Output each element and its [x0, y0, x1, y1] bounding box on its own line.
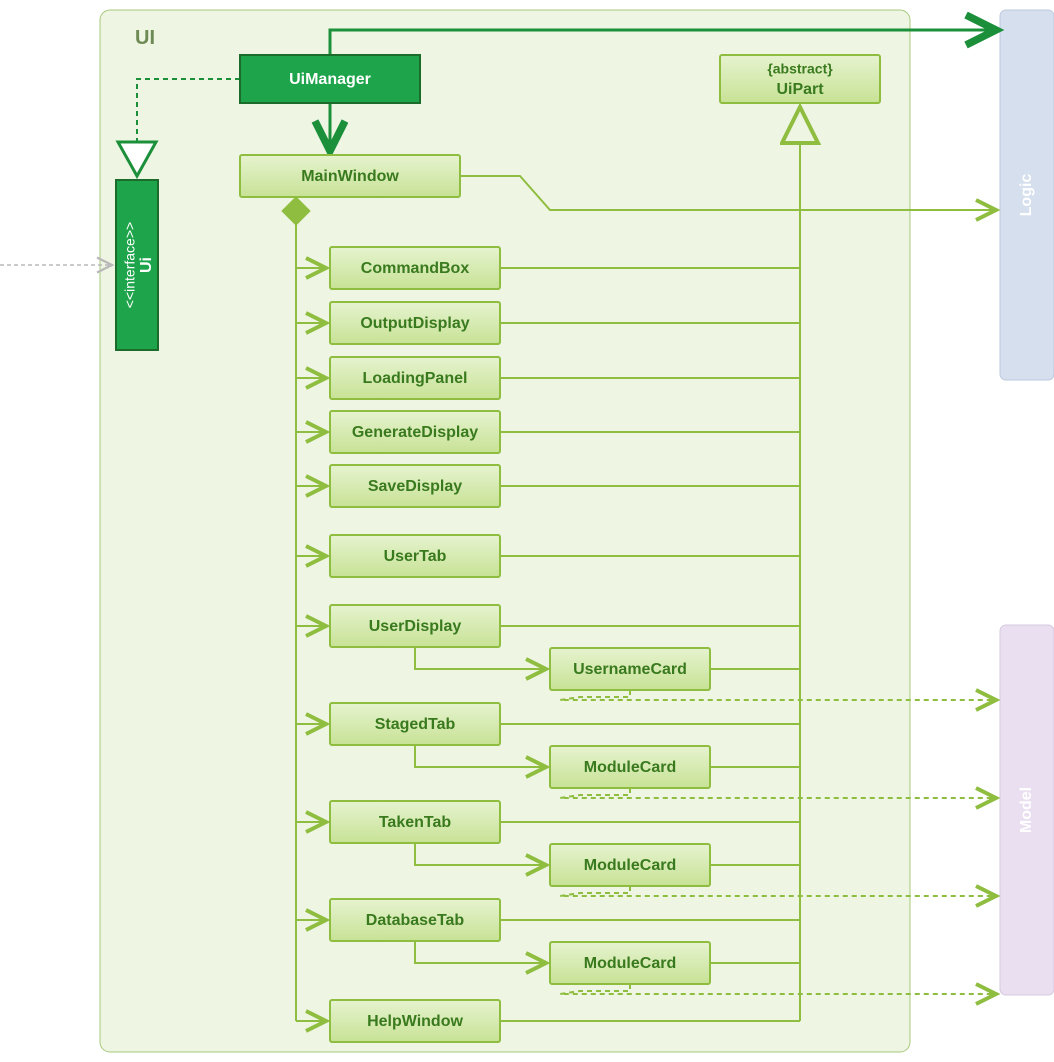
node-mainwindow-label: MainWindow — [301, 168, 399, 185]
node-dbtab-label: DatabaseTab — [366, 912, 465, 929]
node-ui-interface-label: Ui — [138, 257, 155, 273]
node-uimanager-label: UiManager — [289, 71, 371, 88]
node-uipart-abstract: {abstract} — [767, 61, 833, 77]
node-gendisp-label: GenerateDisplay — [352, 424, 478, 441]
node-commandbox-label: CommandBox — [361, 260, 470, 277]
node-ui-interface-stereo: <<interface>> — [122, 222, 138, 308]
node-helpwin-label: HelpWindow — [367, 1013, 463, 1030]
node-savedisp-label: SaveDisplay — [368, 478, 462, 495]
node-loading-label: LoadingPanel — [363, 370, 468, 387]
node-modcard2-label: ModuleCard — [584, 857, 676, 874]
package-ui — [100, 10, 910, 1052]
node-username-label: UsernameCard — [573, 661, 687, 678]
side-model-label: Model — [1018, 787, 1035, 833]
node-takentab-label: TakenTab — [379, 814, 452, 831]
package-label: UI — [135, 27, 155, 49]
node-stagedtab-label: StagedTab — [375, 716, 456, 733]
side-logic-label: Logic — [1018, 174, 1035, 217]
node-userdisp-label: UserDisplay — [369, 618, 462, 635]
node-usertab-label: UserTab — [384, 548, 447, 565]
node-uipart-label: UiPart — [776, 81, 824, 98]
node-modcard3-label: ModuleCard — [584, 955, 676, 972]
node-outputdisp-label: OutputDisplay — [360, 315, 469, 332]
node-modcard1-label: ModuleCard — [584, 759, 676, 776]
